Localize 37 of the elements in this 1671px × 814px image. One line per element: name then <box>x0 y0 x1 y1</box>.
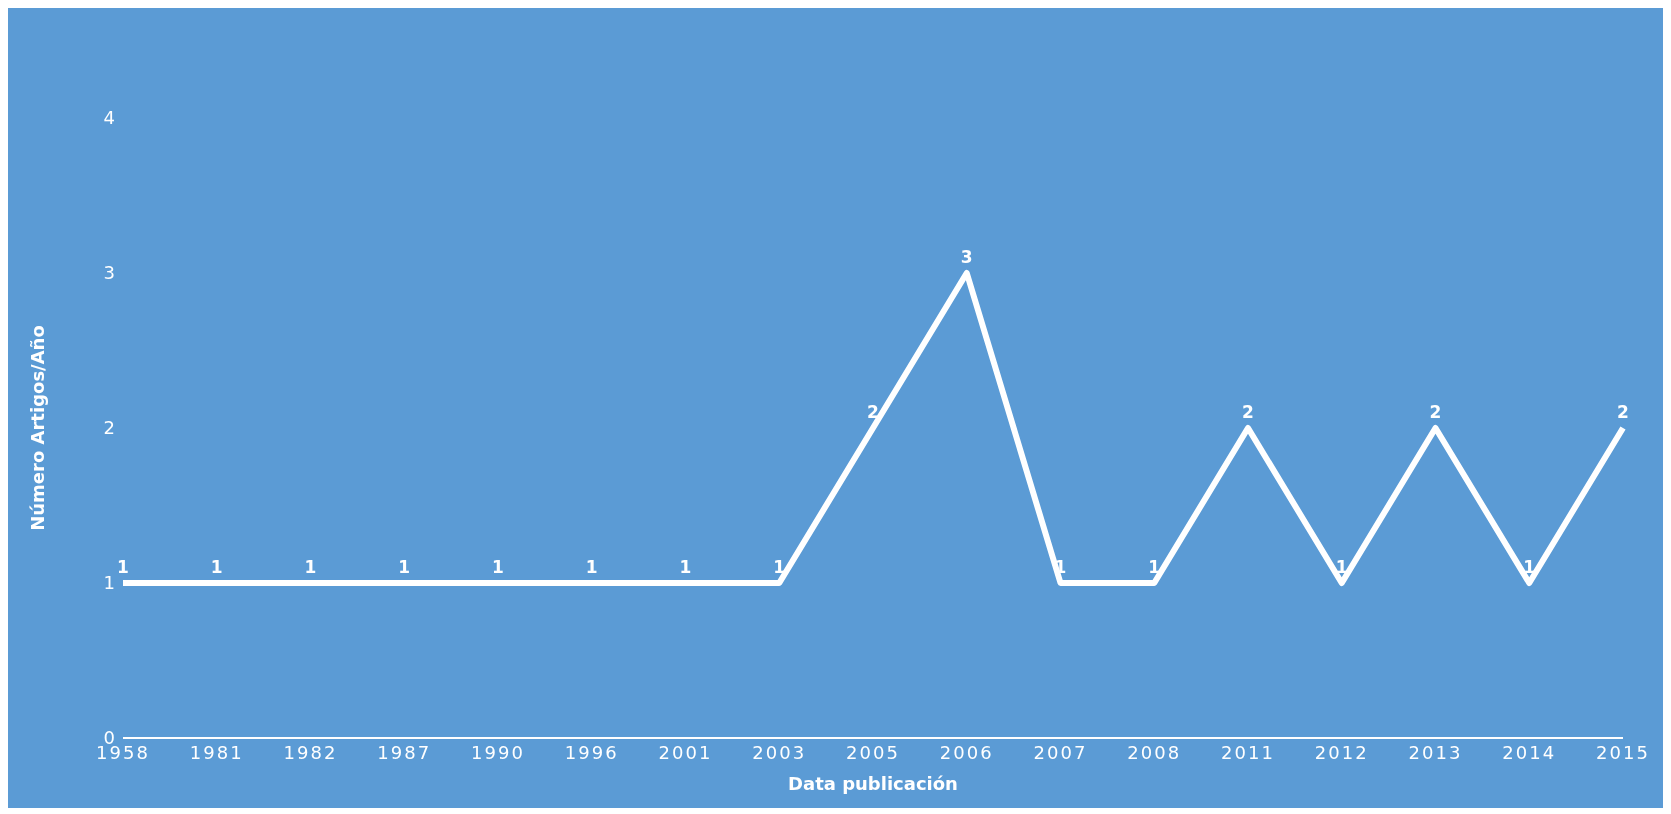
x-tick-label: 2008 <box>1127 741 1182 763</box>
x-tick-label: 2003 <box>752 741 807 763</box>
y-axis-title: Número Artigos/Año <box>27 325 49 531</box>
y-tick-label: 2 <box>103 417 115 439</box>
data-label: 1 <box>1148 557 1161 577</box>
data-label: 1 <box>304 557 317 577</box>
data-label: 1 <box>679 557 692 577</box>
x-tick-label: 1996 <box>564 741 619 763</box>
x-tick-label: 1990 <box>471 741 525 763</box>
x-tick-label: 2005 <box>846 741 900 763</box>
x-tick-label: 2014 <box>1502 741 1557 763</box>
x-tick-label: 2006 <box>939 741 994 763</box>
x-tick-label: 1981 <box>189 741 244 763</box>
data-label: 1 <box>585 557 598 577</box>
data-label: 2 <box>867 402 879 422</box>
y-tick-label: 4 <box>103 107 115 129</box>
data-label: 2 <box>1617 402 1629 422</box>
data-label: 1 <box>773 557 786 577</box>
x-tick-label: 1987 <box>377 741 432 763</box>
x-tick-label: 2007 <box>1033 741 1088 763</box>
x-tick-label: 2015 <box>1596 741 1650 763</box>
x-tick-label: 2012 <box>1314 741 1369 763</box>
y-tick-label: 1 <box>103 572 115 594</box>
data-label: 1 <box>398 557 411 577</box>
y-tick-label: 3 <box>103 262 115 284</box>
x-axis-title: Data publicación <box>788 773 958 794</box>
x-tick-label: 2001 <box>658 741 713 763</box>
data-label: 1 <box>492 557 504 577</box>
x-tick-label: 2011 <box>1221 741 1275 763</box>
x-tick-label: 1982 <box>283 741 338 763</box>
data-label: 3 <box>960 247 973 267</box>
data-label: 2 <box>1242 402 1254 422</box>
data-label: 2 <box>1429 402 1442 422</box>
data-label: 1 <box>117 557 129 577</box>
data-label: 1 <box>210 557 223 577</box>
x-tick-label: 2013 <box>1408 741 1463 763</box>
data-label: 1 <box>1335 557 1348 577</box>
